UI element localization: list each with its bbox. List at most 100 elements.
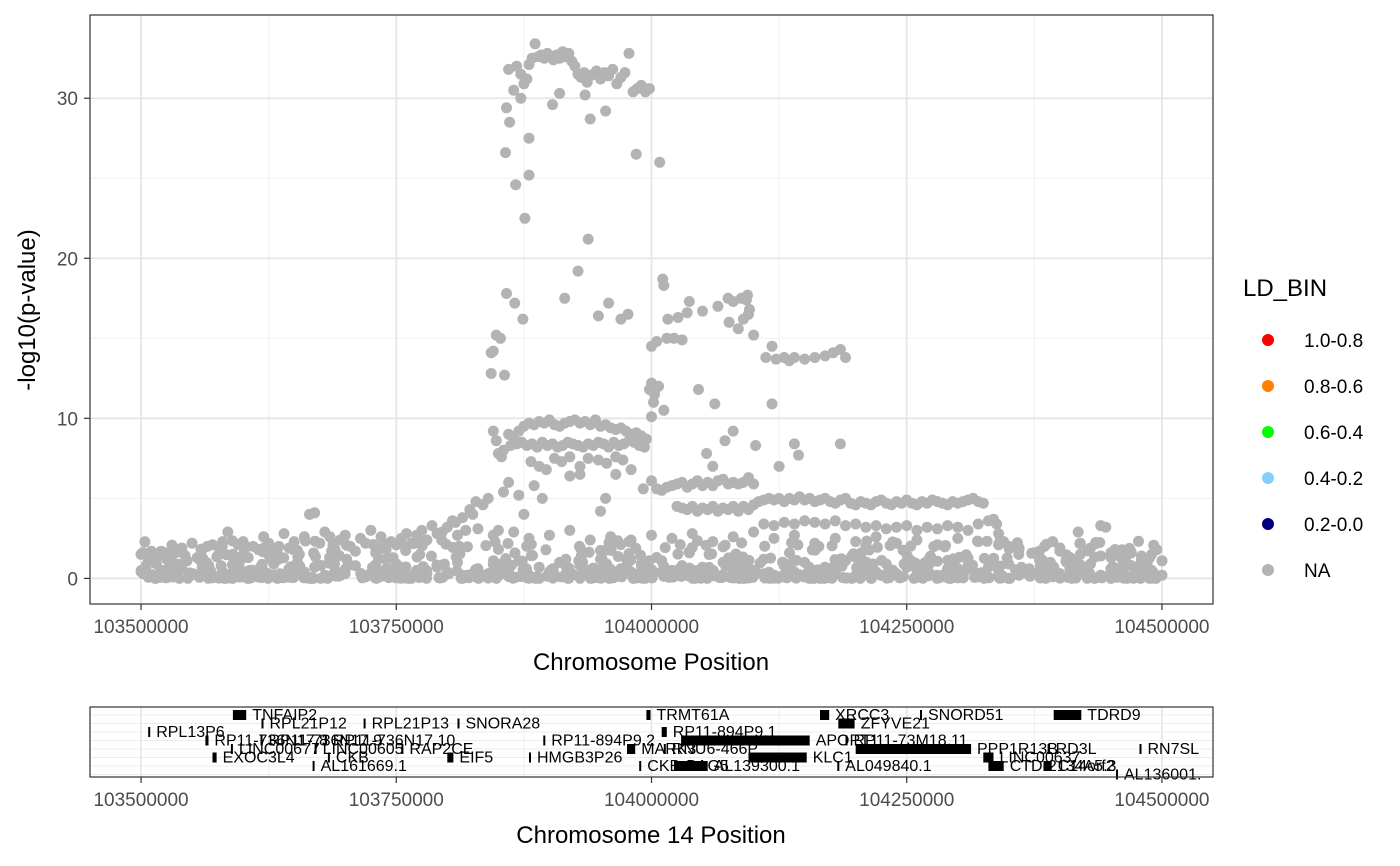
data-point	[461, 541, 473, 553]
data-point	[619, 67, 631, 79]
data-point	[1024, 570, 1036, 582]
data-point	[502, 538, 514, 549]
data-point	[215, 560, 227, 572]
legend-label: 0.6-0.4	[1304, 423, 1364, 444]
gene-bar	[1043, 761, 1052, 771]
data-point	[675, 570, 687, 582]
data-point	[766, 398, 778, 410]
data-point	[644, 83, 655, 95]
gene-label: RP11-736N17.8	[214, 733, 328, 750]
data-point	[646, 411, 657, 423]
data-point	[674, 539, 686, 551]
data-point	[470, 496, 482, 508]
data-point	[1041, 538, 1052, 550]
data-point	[577, 568, 589, 580]
data-point	[846, 572, 858, 584]
data-point	[880, 523, 892, 535]
x-tick-label: 104500000	[1114, 790, 1209, 811]
data-point	[400, 541, 411, 553]
data-point	[792, 539, 804, 551]
gene-bar	[457, 718, 460, 729]
data-point	[179, 550, 191, 562]
data-point	[928, 541, 940, 552]
data-point	[137, 547, 149, 559]
gene-label: LINC00637	[1000, 750, 1081, 767]
data-point	[574, 468, 586, 480]
data-point	[499, 369, 510, 381]
data-point	[513, 489, 525, 501]
data-point	[1066, 572, 1078, 584]
gene-bar	[855, 744, 972, 754]
data-point	[727, 425, 739, 437]
data-point	[759, 540, 771, 552]
data-point	[498, 486, 509, 498]
data-point	[472, 523, 484, 535]
data-point	[1011, 537, 1023, 549]
data-point	[952, 532, 964, 544]
data-point	[601, 457, 613, 469]
gene-bar	[845, 735, 848, 746]
data-point	[658, 404, 670, 416]
data-point	[1001, 552, 1013, 564]
data-point	[438, 558, 450, 570]
data-point	[972, 518, 984, 530]
gene-bar	[205, 735, 209, 746]
gene-track-x-axis-title: Chromosome 14 Position	[516, 822, 785, 849]
data-point	[765, 571, 777, 583]
data-point	[593, 564, 605, 576]
data-point	[327, 539, 339, 551]
data-point	[165, 553, 177, 565]
data-point	[330, 570, 342, 582]
data-point	[414, 535, 426, 547]
x-tick-label: 104250000	[859, 790, 954, 811]
y-tick-label: 10	[57, 409, 78, 430]
data-point	[547, 563, 559, 575]
data-point	[556, 456, 568, 468]
data-point	[1026, 547, 1038, 559]
data-point	[600, 105, 612, 117]
data-point	[773, 460, 785, 472]
data-point	[870, 520, 882, 532]
top-y-axis-ticks: 0 10 20 30	[57, 89, 90, 590]
data-point	[425, 550, 437, 562]
data-point	[298, 572, 310, 584]
data-point	[1133, 535, 1144, 547]
data-point	[308, 547, 320, 559]
data-point	[414, 549, 426, 560]
gene-bar	[837, 761, 840, 771]
data-point	[923, 570, 935, 582]
y-tick-label: 20	[57, 249, 78, 270]
data-point	[737, 551, 749, 563]
data-point	[1034, 554, 1045, 566]
data-point	[681, 307, 693, 319]
data-point	[540, 544, 552, 556]
data-point	[625, 554, 637, 566]
data-point	[813, 572, 825, 584]
data-point	[938, 569, 950, 581]
data-point	[1148, 539, 1160, 551]
gene-label: RP11-736N17.10	[333, 733, 456, 750]
legend-title: LD_BIN	[1243, 275, 1327, 302]
legend-key	[1262, 564, 1274, 576]
data-point	[529, 38, 541, 50]
data-point	[994, 560, 1006, 572]
gene-bar	[663, 744, 666, 754]
data-point	[521, 540, 533, 552]
data-point	[689, 572, 701, 584]
gene-track-x-axis-ticks: 103500000 103750000 104000000 104250000 1045…	[93, 777, 1210, 811]
data-point	[1125, 545, 1137, 557]
data-point	[1103, 569, 1115, 581]
data-point	[931, 523, 943, 535]
data-point	[139, 536, 151, 548]
gene-label: PPP1R13B	[977, 741, 1058, 758]
data-point	[826, 540, 838, 552]
gene-bar	[230, 744, 233, 754]
data-point	[306, 571, 318, 583]
data-point	[386, 567, 398, 579]
gene-label: TNFAIP2	[252, 707, 317, 724]
data-point	[623, 47, 635, 59]
data-point	[768, 532, 780, 544]
data-point	[495, 451, 507, 463]
data-point	[719, 539, 731, 551]
